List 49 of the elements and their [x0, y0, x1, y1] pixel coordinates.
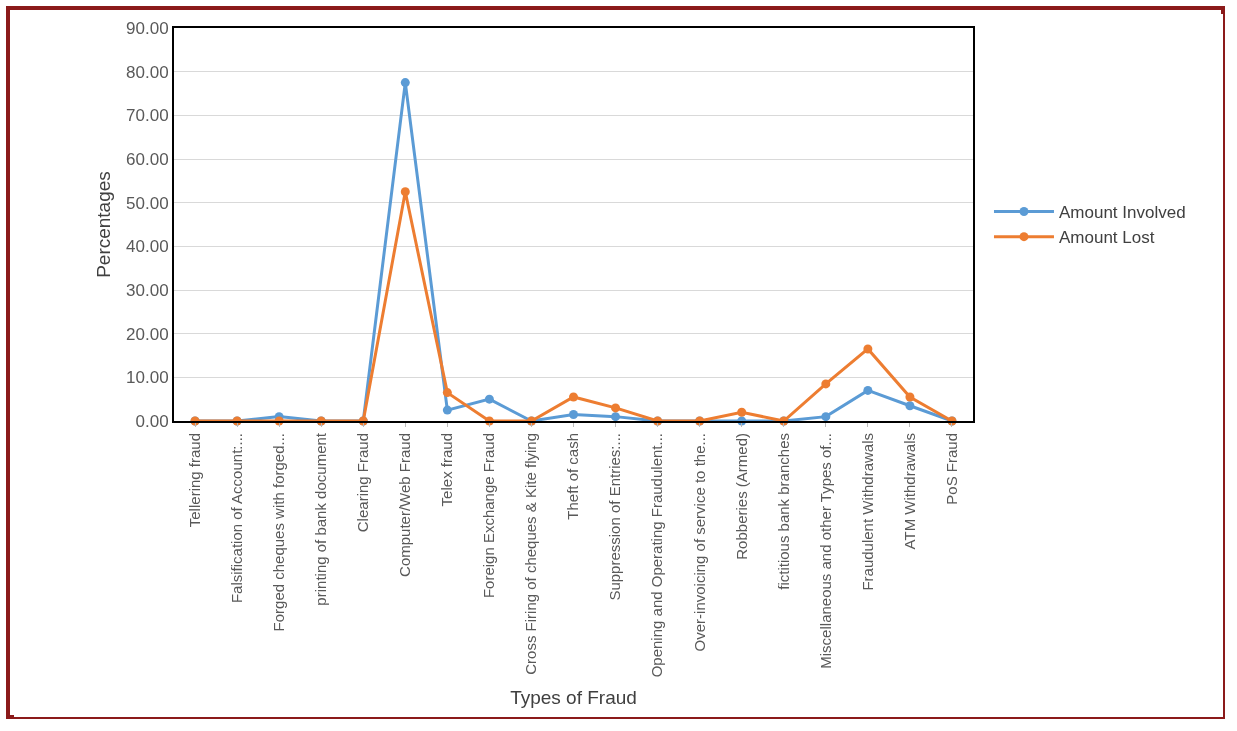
y-tick-label: 10.00 [126, 368, 169, 388]
point [611, 403, 621, 413]
x-tick-label: Telex fraud [438, 433, 456, 507]
x-tick-label: Opening and Operating Fraudulent... [648, 433, 666, 678]
point [863, 385, 873, 395]
x-tick-label: Robberies (Armed) [732, 433, 750, 560]
x-tick-label: printing of bank document [312, 432, 330, 606]
x-tick-label: Tellering fraud [185, 433, 203, 528]
point [821, 412, 831, 422]
y-tick-label: 70.00 [126, 106, 169, 126]
x-tick-label: Computer/Web Fraud [396, 433, 414, 577]
x-tick-label: Miscellaneous and other Types of... [816, 433, 834, 669]
y-tick-label: 30.00 [126, 280, 169, 300]
point [863, 344, 873, 354]
point [569, 409, 578, 419]
point [821, 379, 831, 389]
legend-label: Amount Involved [1058, 203, 1186, 223]
point [905, 392, 915, 402]
x-tick-label: Suppression of Entries:... [606, 433, 624, 601]
point [442, 388, 452, 398]
x-tick-label: PoS Fraud [942, 433, 960, 505]
point [484, 394, 494, 404]
x-tick-label: fictitious bank branches [774, 433, 792, 590]
point [400, 78, 410, 88]
x-tick-label: Theft of cash [564, 433, 582, 520]
legend-label: Amount Lost [1058, 228, 1155, 248]
y-tick-label: 40.00 [126, 237, 169, 257]
y-tick-label: 80.00 [126, 62, 169, 82]
y-tick-label: 60.00 [126, 149, 169, 169]
y-axis-title: Percentages [93, 171, 115, 278]
y-tick-label: 90.00 [126, 18, 169, 38]
y-tick-label: 20.00 [126, 324, 169, 344]
x-tick-label: Falsification of Account:... [227, 433, 245, 604]
point [737, 407, 747, 417]
x-axis-title: Types of Fraud [510, 686, 637, 708]
y-tick-label: 0.00 [135, 411, 169, 431]
x-tick-label: Forged cheques with forged... [270, 433, 288, 632]
x-tick-label: Foreign Exchange Fraud [480, 433, 498, 599]
point [611, 412, 621, 422]
x-tick-label: Over-invoicing of service to the... [690, 433, 708, 652]
point [905, 401, 915, 411]
point [400, 187, 410, 197]
point [569, 392, 578, 402]
x-tick-label: ATM Withdrawals [900, 433, 918, 550]
x-tick-label: Clearing Fraud [354, 433, 372, 533]
point [442, 405, 452, 415]
y-tick-label: 50.00 [126, 193, 169, 213]
x-tick-label: Fraudulent Withdrawals [858, 433, 876, 591]
x-tick-label: Cross Firing of cheques & Kite flying [522, 433, 540, 675]
